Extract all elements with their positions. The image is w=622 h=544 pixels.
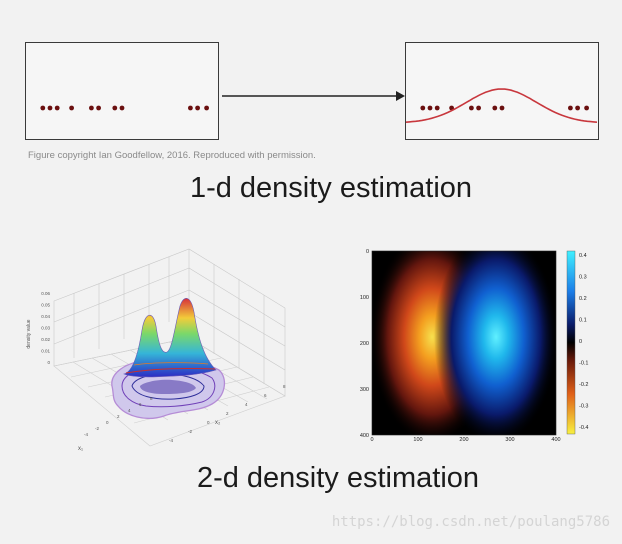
heatmap-y-tick-label: 0 <box>366 249 369 255</box>
y-tick-label: -4 <box>169 438 173 443</box>
sample-point <box>89 105 94 111</box>
x-axis-label: x₁ <box>78 446 83 452</box>
heatmap-y-ticks: 0 100 200 300 400 <box>360 249 369 439</box>
heatmap-plot: 0 100 200 300 400 0 100 200 300 400 0.4 0.3 0.2 0.1… <box>360 249 589 443</box>
heatmap-x-tick-label: 200 <box>459 437 468 443</box>
sample-point <box>420 105 426 111</box>
sample-point <box>54 105 60 111</box>
y-tick-label: -2 <box>188 429 192 434</box>
x-tick-label: -2 <box>95 426 99 431</box>
sample-point <box>469 105 474 111</box>
z-tick-label: 0.03 <box>41 326 50 331</box>
x-tick-label: 0 <box>106 420 109 425</box>
sample-point <box>434 105 440 111</box>
colorbar-tick-label: -0.4 <box>579 425 588 431</box>
heatmap-x-tick-label: 300 <box>505 437 514 443</box>
samples-panel <box>25 42 219 140</box>
arrow-right-icon <box>222 91 405 101</box>
heatmap-y-tick-label: 400 <box>360 433 369 439</box>
surface-plot: 0.060.050.040.030.020.010 density value … <box>26 248 286 452</box>
copyright-note: Figure copyright Ian Goodfellow, 2016. R… <box>28 150 316 161</box>
colorbar-tick-label: -0.1 <box>579 361 588 367</box>
sample-point <box>427 105 433 111</box>
colorbar-tick-label: -0.2 <box>579 382 588 388</box>
x-tick-label: 8 <box>150 396 153 401</box>
y-tick-label: 6 <box>264 393 267 398</box>
colorbar-tick-label: 0.2 <box>579 296 587 302</box>
heatmap-x-tick-label: 100 <box>413 437 422 443</box>
heatmap-x-tick-label: 0 <box>370 437 373 443</box>
sample-point <box>492 105 498 111</box>
heatmap-y-tick-label: 200 <box>360 341 369 347</box>
heatmap-x-tick-label: 400 <box>551 437 560 443</box>
heatmap-y-tick-label: 300 <box>360 387 369 393</box>
samples-plot <box>40 105 210 111</box>
z-tick-label: 0.01 <box>41 349 50 354</box>
colorbar-tick-label: 0.1 <box>579 318 587 324</box>
sample-point <box>47 105 53 111</box>
density-plot <box>405 88 598 123</box>
heatmap-image <box>372 251 556 435</box>
z-tick-label: 0 <box>47 360 50 365</box>
z-tick-label: 0.06 <box>41 291 50 296</box>
x-tick-label: -4 <box>84 432 88 437</box>
heatmap-x-ticks: 0 100 200 300 400 <box>370 437 560 443</box>
sample-point <box>584 105 589 111</box>
z-axis-label: density value <box>26 319 32 348</box>
heatmap-frame <box>371 250 557 436</box>
z-tick-label: 0.05 <box>41 303 50 308</box>
heading-2d: 2-d density estimation <box>196 462 480 494</box>
sample-point <box>204 105 210 111</box>
sample-point <box>96 105 101 111</box>
x-axis-ticks: -4 -2 0 2 4 6 8 <box>84 396 153 437</box>
density-curve <box>405 88 598 123</box>
y-tick-label: 4 <box>245 402 248 407</box>
y-tick-label: 0 <box>207 420 210 425</box>
sample-point <box>195 105 201 111</box>
y-tick-label: 2 <box>226 411 229 416</box>
colorbar-tick-label: 0 <box>579 339 582 345</box>
density-panel <box>405 42 599 140</box>
heatmap-y-tick-label: 100 <box>360 295 369 301</box>
z-tick-label: 0.04 <box>41 314 50 319</box>
y-axis-label: x₂ <box>215 420 221 426</box>
sample-point <box>575 105 580 111</box>
density-surface <box>123 298 217 378</box>
sample-point <box>568 105 573 111</box>
sample-point <box>499 105 505 111</box>
colorbar-ticks: 0.4 0.3 0.2 0.1 0 -0.1 -0.2 -0.3 -0.4 <box>579 253 588 431</box>
sample-point <box>40 105 46 111</box>
colorbar-tick-label: 0.3 <box>579 275 587 281</box>
sample-point <box>112 105 118 111</box>
x-tick-label: 4 <box>128 408 131 413</box>
x-tick-label: 6 <box>139 402 142 407</box>
sample-point <box>188 105 193 111</box>
watermark: https://blog.csdn.net/poulang5786 <box>331 514 610 530</box>
z-axis-ticks: 0.06 0.05 0.04 0.03 0.02 0.01 0 <box>41 291 50 365</box>
colorbar <box>566 250 576 435</box>
sample-point <box>119 105 125 111</box>
colorbar-tick-label: 0.4 <box>579 253 587 259</box>
y-tick-label: 8 <box>283 384 286 389</box>
sample-point <box>69 105 74 111</box>
y-axis-ticks: -4 -2 0 2 4 6 8 <box>169 384 286 443</box>
sample-point <box>476 105 481 111</box>
heading-1d: 1-d density estimation <box>189 172 473 204</box>
colorbar-tick-label: -0.3 <box>579 404 588 410</box>
z-tick-label: 0.02 <box>41 337 50 342</box>
x-tick-label: 2 <box>117 414 120 419</box>
